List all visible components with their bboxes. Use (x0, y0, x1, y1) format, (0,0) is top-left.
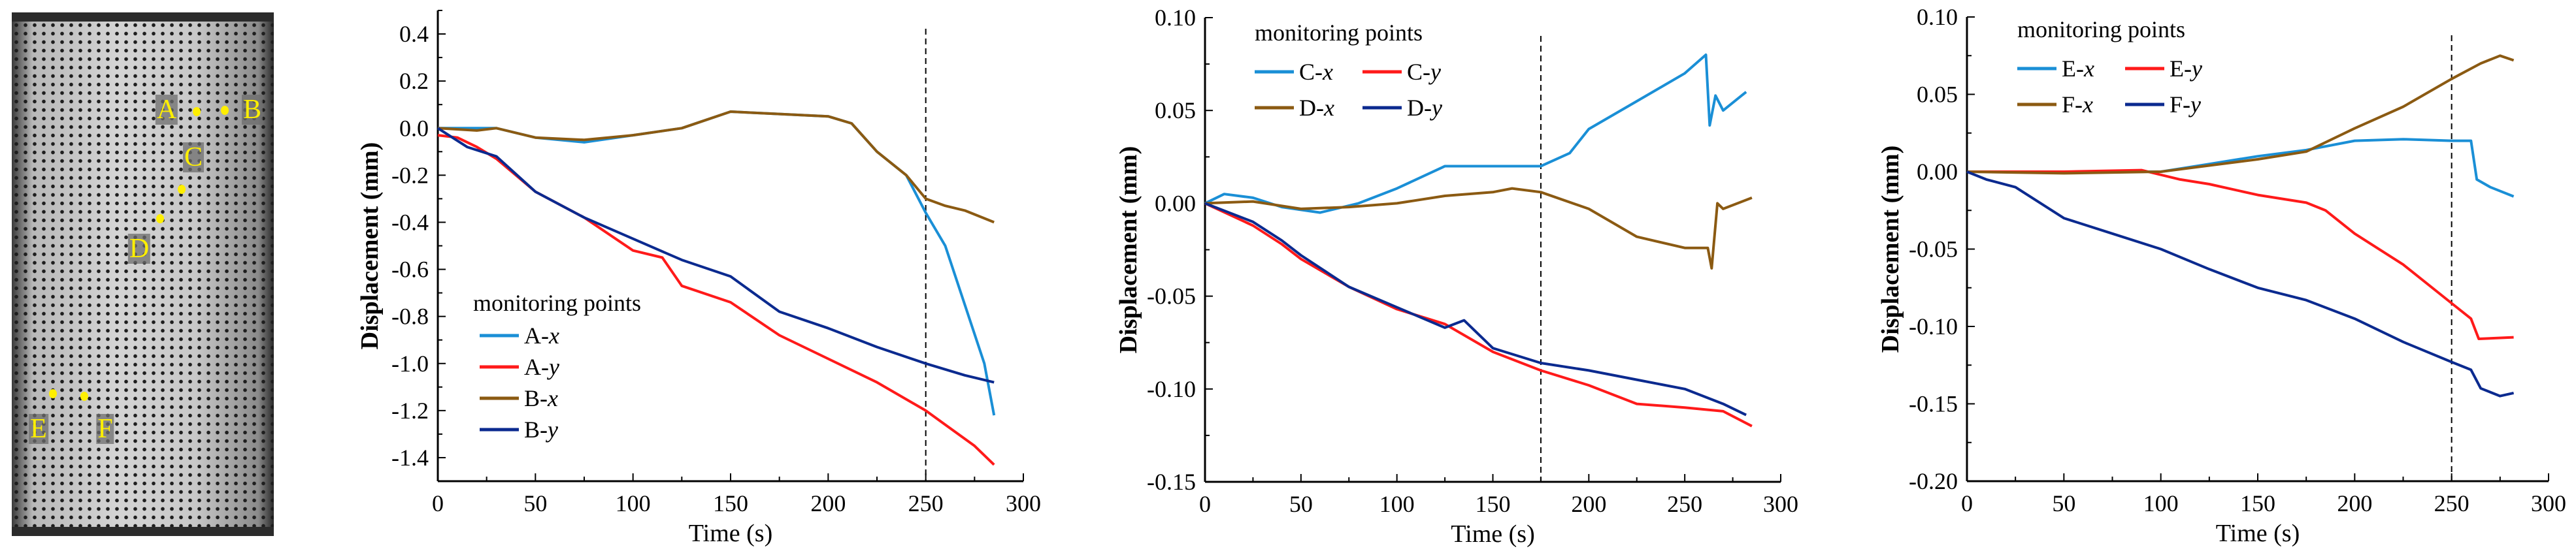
x-tick-label: 200 (810, 490, 846, 516)
y-tick-label: 0.2 (399, 68, 429, 94)
x-axis-title: Time (s) (689, 520, 772, 547)
x-tick-label: 50 (1289, 491, 1313, 517)
legend-label: B-y (524, 417, 558, 443)
y-tick-label: -0.20 (1909, 468, 1958, 494)
y-tick-label: -0.15 (1147, 469, 1196, 495)
y-tick-label: -0.4 (391, 209, 429, 235)
legend-label: E-x (2062, 55, 2094, 82)
y-axis-title: Displacement (mm) (356, 142, 384, 350)
y-tick-label: 0.10 (1155, 5, 1196, 31)
monitoring-point-label: E (29, 414, 48, 444)
x-tick-label: 100 (1379, 491, 1415, 517)
x-tick-label: 250 (908, 490, 944, 516)
legend-label: F-x (2062, 91, 2093, 118)
y-tick-label: 0.0 (399, 115, 429, 141)
monitoring-point-c (178, 185, 186, 194)
monitoring-point-e (49, 389, 57, 398)
chart-2: 0 50 100 150 200 250 300 0.10 0.05 0.00 -0.05 -0.10… (1115, 5, 1798, 548)
monitoring-point-a (193, 107, 201, 116)
monitoring-point-label: D (127, 234, 151, 264)
legend-label: D-y (1407, 95, 1442, 121)
y-tick-label: -0.10 (1909, 313, 1958, 340)
series-line-c-y (1204, 202, 1753, 428)
y-tick-label: -0.2 (391, 162, 429, 188)
y-tick-label: -0.05 (1147, 283, 1196, 309)
chart-3: 0 50 100 150 200 250 300 0.10 0.05 0.00 -0.05 -0.10… (1877, 4, 2566, 547)
y-tick-label: -0.05 (1909, 236, 1958, 262)
x-tick-label: 250 (1667, 491, 1702, 517)
x-tick-label: 150 (713, 490, 748, 516)
y-tick-label: 0.05 (1917, 82, 1958, 108)
legend: monitoring points C-x C-y D-x D-y (1255, 20, 1442, 121)
monitoring-point-label: C (182, 142, 205, 172)
legend-label: A-y (524, 354, 559, 380)
x-tick-label: 150 (2240, 490, 2275, 516)
y-axis-title: Displacement (mm) (1115, 146, 1142, 354)
y-tick-label: -0.10 (1147, 376, 1196, 402)
series-line-c-x (1204, 53, 1747, 214)
monitoring-point-f (80, 392, 88, 401)
legend-label: E-y (2170, 55, 2202, 82)
x-tick-label: 50 (2052, 490, 2075, 516)
series-line-f-y (1966, 170, 2515, 398)
legend-label: A-x (524, 323, 559, 349)
y-tick-label: 0.00 (1917, 159, 1958, 185)
x-tick-label: 100 (2143, 490, 2179, 516)
monitoring-point-d (156, 214, 164, 223)
y-tick-label: 0.4 (399, 21, 429, 47)
legend-label: C-x (1299, 59, 1333, 85)
series-line-d-x (1204, 187, 1753, 270)
specimen-bottom-cap (12, 527, 274, 536)
y-tick-label: 0.00 (1155, 190, 1196, 216)
specimen-top-cap (12, 12, 274, 22)
x-tick-label: 200 (1571, 491, 1606, 517)
series-line-b-y (437, 127, 995, 384)
legend-label: D-x (1299, 95, 1334, 121)
x-axis-title: Time (s) (2216, 520, 2300, 547)
x-tick-label: 300 (1006, 490, 1041, 516)
legend: monitoring points E-x E-y F-x F-y (2017, 16, 2202, 118)
y-tick-label: -1.0 (391, 351, 429, 377)
legend-title: monitoring points (2017, 16, 2185, 42)
monitoring-point-label: B (241, 95, 263, 125)
series-line-e-y (1967, 168, 2514, 340)
series-line-e-x (1967, 138, 2515, 198)
y-tick-label: -1.2 (391, 398, 429, 424)
x-tick-label: 150 (1476, 491, 1511, 517)
series-line-a-x (438, 110, 996, 416)
legend-label: B-x (524, 385, 558, 411)
y-tick-label: 0.10 (1917, 4, 1958, 30)
legend-title: monitoring points (473, 290, 641, 316)
x-tick-label: 100 (616, 490, 651, 516)
x-tick-label: 300 (2531, 490, 2566, 516)
legend-label: F-y (2170, 91, 2201, 118)
y-tick-label: -0.8 (391, 304, 429, 330)
y-tick-label: -1.4 (391, 445, 429, 471)
legend-title: monitoring points (1255, 20, 1423, 46)
y-axis-title: Displacement (mm) (1877, 146, 1904, 353)
x-tick-label: 300 (1763, 491, 1798, 517)
series-line-d-y (1204, 202, 1747, 417)
y-tick-label: 0.05 (1155, 97, 1196, 123)
x-tick-label: 50 (523, 490, 547, 516)
y-tick-label: -0.6 (391, 257, 429, 283)
legend: monitoring points A-x A-y B-x B-y (473, 290, 641, 443)
chart-1: 0 50 100 150 200 250 300 0.4 0.2 0.0 -0.2 -0.4 -0.6 -… (356, 10, 1041, 547)
series-line-b-x (437, 110, 995, 224)
series-line-f-x (1966, 54, 2515, 175)
specimen-photo (12, 12, 274, 536)
x-axis-title: Time (s) (1451, 520, 1534, 548)
monitoring-point-label: A (155, 95, 178, 125)
x-tick-label: 250 (2434, 490, 2469, 516)
legend-label: C-y (1407, 59, 1441, 85)
x-tick-label: 0 (432, 490, 444, 516)
monitoring-point-b (221, 106, 229, 115)
x-tick-label: 0 (1961, 490, 1973, 516)
x-tick-label: 0 (1199, 491, 1211, 517)
y-tick-label: -0.15 (1909, 391, 1958, 417)
monitoring-point-label: F (96, 414, 114, 444)
x-tick-label: 200 (2337, 490, 2372, 516)
